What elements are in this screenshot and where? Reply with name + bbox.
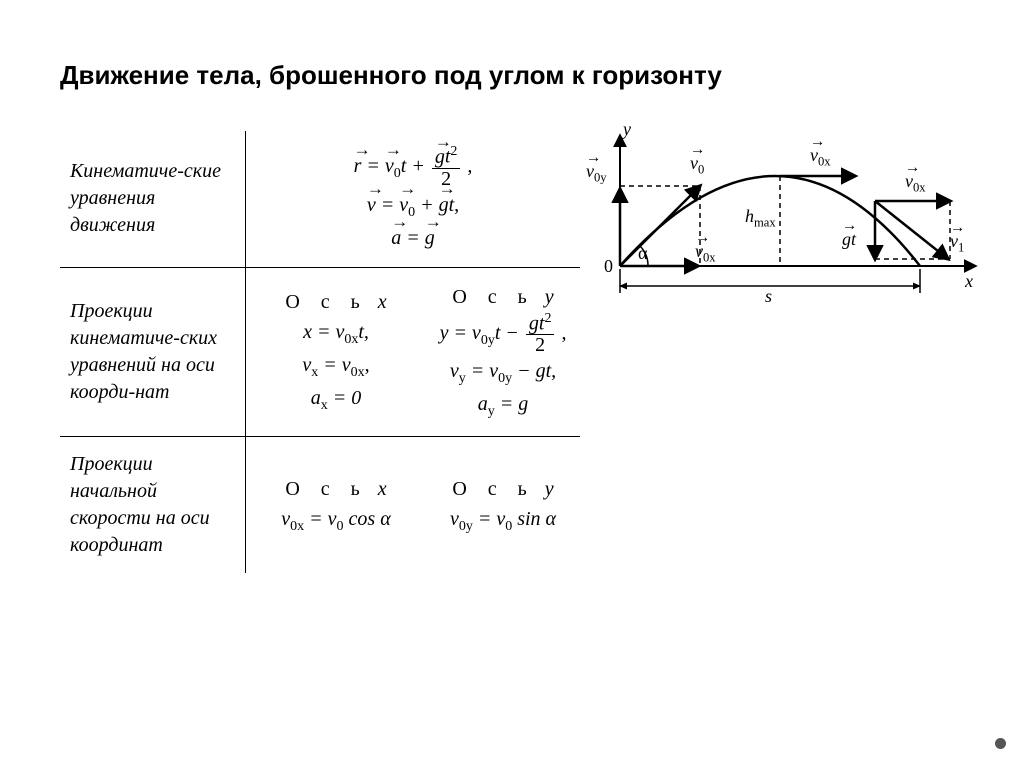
hmax-label: hmax <box>745 206 776 231</box>
y-axis-label: y <box>623 119 631 140</box>
row1-label: Кинематиче-ские уравнения движения <box>60 131 246 267</box>
v0x-right-label: v0x <box>905 171 926 196</box>
row2-label: Проекции кинематиче-ских уравнений на ос… <box>60 267 246 437</box>
gt-label: gt <box>842 229 856 250</box>
row3-x: О с ь x v0x = v0 cos α <box>246 437 427 574</box>
row2-y: О с ь y y = v0yt − gt22 , vy = v0y − gt,… <box>426 267 580 437</box>
v0y-label: v0y <box>586 161 607 186</box>
equation-table: Кинематиче-ские уравнения движения r = v… <box>60 131 580 573</box>
x-axis-label: x <box>965 271 973 292</box>
angle-label: α <box>638 243 647 264</box>
origin-label: 0 <box>604 256 613 277</box>
v0-label: v0 <box>690 153 704 178</box>
page-title: Движение тела, брошенного под углом к го… <box>60 60 964 91</box>
row3-y: О с ь y v0y = v0 sin α <box>426 437 580 574</box>
row1-equations: r = v0t + gt2 2 , v = v0 + gt, a = g <box>246 131 581 267</box>
row3-label: Проекции начальной скорости на оси коорд… <box>60 437 246 574</box>
v1-label: v1 <box>950 231 964 256</box>
trajectory-diagram: y x 0 α v0y v0 v0x v0x hmax v0x gt v1 s <box>580 131 980 321</box>
v0x-apex-label: v0x <box>810 145 831 170</box>
row2-x: О с ь x x = v0xt, vx = v0x, ax = 0 <box>246 267 427 437</box>
range-label: s <box>765 286 772 307</box>
page-indicator-dot <box>995 738 1006 749</box>
v0x-origin-label: v0x <box>695 241 716 266</box>
